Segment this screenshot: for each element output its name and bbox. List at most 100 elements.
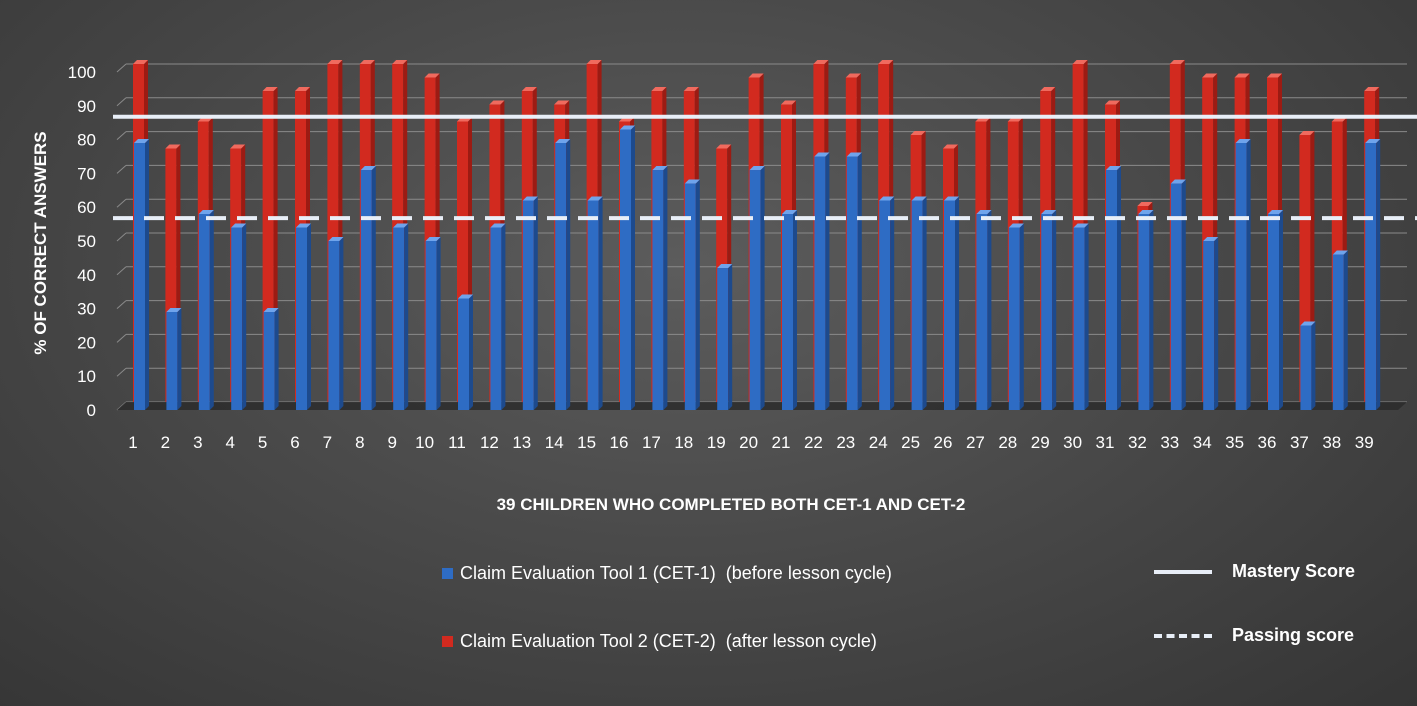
bar-cet2-top: [943, 144, 958, 149]
bar-cet2-top: [327, 60, 343, 64]
x-tick-label: 25: [901, 433, 920, 452]
bar-cet1-face: [684, 183, 696, 410]
bar-cet1-face: [296, 227, 307, 410]
bar-cet2-top: [1072, 60, 1088, 64]
x-tick-label: 23: [836, 433, 855, 452]
x-tick-label: 38: [1322, 433, 1341, 452]
bar-cet1-side: [1376, 138, 1381, 411]
legend-item-cet1: Claim Evaluation Tool 1 (CET-1) (before …: [442, 563, 892, 584]
bar-cet2-top: [1040, 87, 1056, 92]
y-tick-label: 80: [77, 131, 96, 150]
bar-cet1: [1235, 138, 1251, 411]
gridline-side: [116, 334, 127, 343]
bar-cet1-side: [1117, 166, 1121, 410]
bar-cet1-side: [663, 166, 668, 410]
bar-cet1-face: [360, 170, 372, 410]
bar-cet1-side: [1149, 209, 1154, 410]
bar-cet1-side: [857, 152, 862, 410]
bar-cet1-top: [1106, 166, 1121, 171]
legend-item-cet2: Claim Evaluation Tool 2 (CET-2) (after l…: [442, 631, 877, 652]
bar-cet1-side: [274, 307, 279, 410]
bar-cet1-side: [631, 125, 635, 411]
bar-cet2-top: [424, 73, 440, 78]
bar-cet1-side: [209, 209, 214, 410]
bar-cet2-face: [262, 91, 274, 402]
bar-cet1-top: [425, 237, 441, 241]
bar-cet1: [879, 196, 895, 410]
bar-cet1: [328, 237, 344, 410]
bar-cet1-side: [339, 237, 344, 410]
bar-cet1-face: [166, 311, 178, 410]
x-tick-label: 37: [1290, 433, 1309, 452]
gridline-side: [116, 266, 127, 276]
bar-cet1: [652, 166, 668, 410]
bar-cet1: [814, 152, 830, 410]
x-tick-label: 21: [772, 433, 791, 452]
y-tick-label: 0: [87, 401, 96, 420]
x-tick-label: 22: [804, 433, 823, 452]
x-tick-label: 35: [1225, 433, 1244, 452]
bar-cet2-top: [262, 87, 278, 92]
x-tick-label: 3: [193, 433, 202, 452]
bar-cet1-face: [1041, 213, 1053, 410]
bar-cet1-top: [911, 196, 927, 201]
legend-swatch-cet2: [442, 636, 453, 647]
bar-cet2-top: [1202, 73, 1218, 78]
x-tick-label: 10: [415, 433, 434, 452]
bar-cet1-face: [782, 213, 793, 410]
bar-cet1: [1268, 209, 1283, 410]
bar-cet1-face: [1106, 170, 1117, 410]
bar-cet1-face: [652, 170, 664, 410]
x-tick-label: 13: [512, 433, 531, 452]
bar-cet1-face: [555, 142, 567, 411]
bar-cet1: [587, 196, 603, 410]
bar-cet1-top: [846, 152, 862, 157]
bar-cet1-side: [728, 264, 733, 410]
bar-cet1-top: [198, 209, 214, 214]
x-tick-label: 39: [1355, 433, 1374, 452]
bar-cet1-side: [695, 179, 700, 410]
bar-cet1-side: [436, 237, 441, 410]
bar-cet2-top: [748, 73, 764, 78]
bar-cet1-side: [469, 294, 473, 410]
gridline-side: [116, 198, 127, 208]
y-tick-label: 70: [77, 164, 96, 183]
bar-cet1-top: [458, 294, 473, 299]
legend-line-passing: [1154, 633, 1212, 638]
bar-cet1-face: [522, 200, 534, 410]
gridline-side: [116, 131, 127, 140]
bar-cet1-side: [1311, 321, 1316, 410]
bar-cet1-face: [490, 227, 502, 410]
gridline-side: [116, 367, 127, 377]
bar-cet1-side: [890, 196, 895, 410]
legend-label-passing: Passing score: [1232, 625, 1355, 645]
bar-cet1-top: [749, 166, 765, 171]
bar-cet1-side: [955, 196, 959, 410]
bar-cet1-top: [522, 196, 538, 201]
bar-cet1-side: [1084, 223, 1089, 410]
bar-cet1-face: [879, 200, 891, 410]
x-tick-label: 26: [934, 433, 953, 452]
bar-cet1-top: [1235, 138, 1251, 143]
bar-cet1: [231, 223, 247, 410]
bar-cet1-face: [1235, 142, 1247, 411]
bar-cet1-face: [1008, 227, 1020, 410]
y-tick-label: 10: [77, 367, 96, 386]
bar-cet1: [458, 294, 473, 410]
x-tick-label: 24: [869, 433, 888, 452]
bar-cet1-top: [879, 196, 895, 201]
bar-cet1-top: [652, 166, 668, 171]
x-tick-label: 31: [1096, 433, 1115, 452]
bar-cet1-face: [846, 156, 858, 410]
bar-cet2-top: [1234, 73, 1250, 78]
bar-cet1-face: [976, 213, 988, 410]
gridline-side: [116, 97, 127, 107]
x-tick-label: 17: [642, 433, 661, 452]
x-tick-label: 36: [1258, 433, 1277, 452]
bars-group: [133, 60, 1381, 411]
bar-cet1: [490, 223, 506, 410]
x-axis-title: 39 CHILDREN WHO COMPLETED BOTH CET-1 AND…: [497, 495, 966, 514]
bar-cet1-side: [1019, 223, 1024, 410]
bar-cet1-side: [1052, 209, 1057, 410]
bar-cet1-side: [566, 138, 571, 411]
